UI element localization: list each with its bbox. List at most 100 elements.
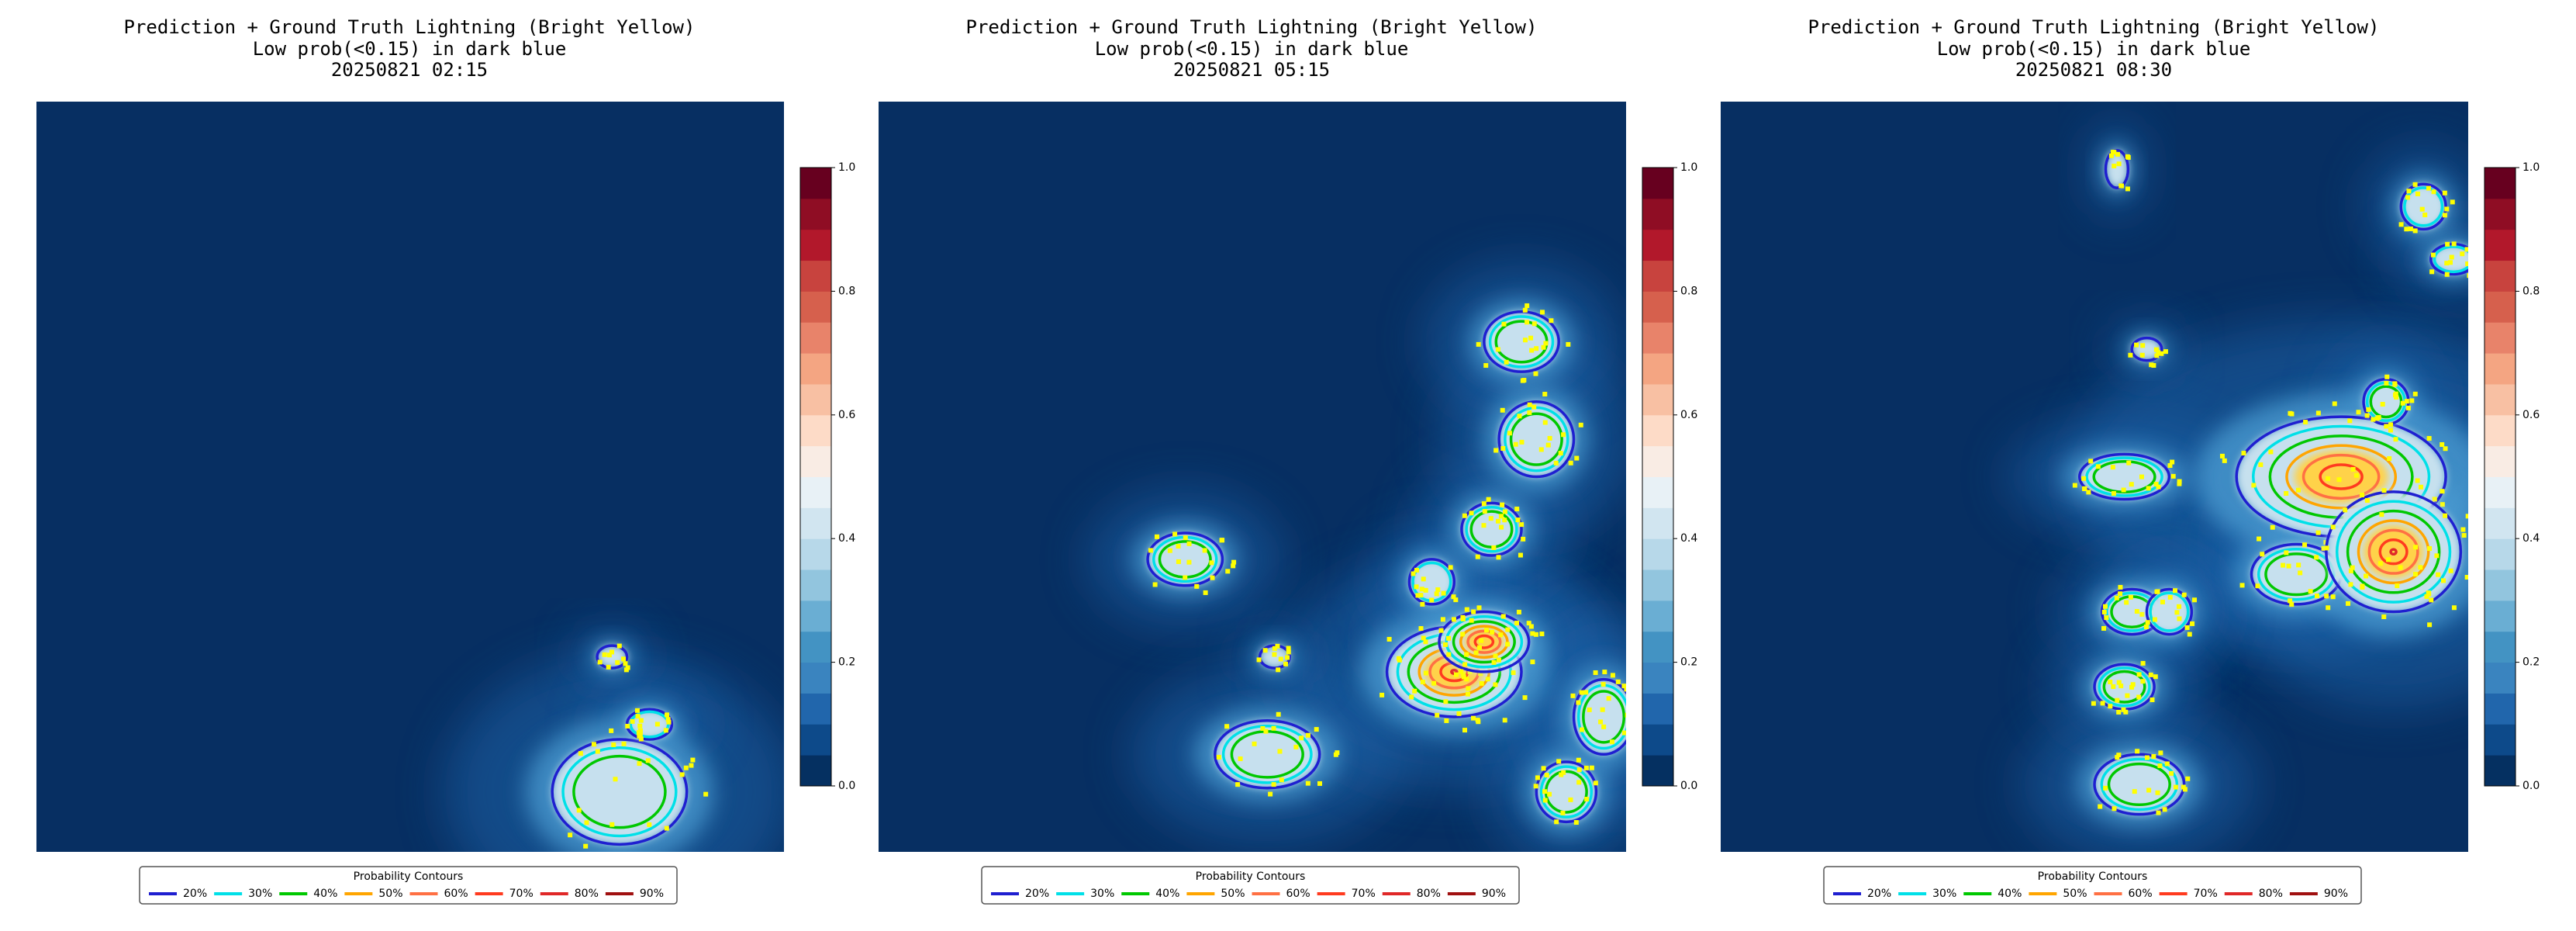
lightning-pixel bbox=[1570, 693, 1576, 698]
lightning-pixel bbox=[2415, 478, 2420, 483]
lightning-pixel bbox=[1522, 307, 1528, 313]
lightning-pixel bbox=[2409, 398, 2415, 403]
lightning-pixel bbox=[1216, 754, 1221, 760]
contour bbox=[2102, 670, 2146, 704]
lightning-pixel bbox=[2155, 589, 2160, 594]
lightning-pixel bbox=[2284, 490, 2289, 496]
lightning-pixel bbox=[1624, 687, 1626, 692]
lightning-pixel bbox=[2108, 704, 2113, 709]
lightning-pixel bbox=[2155, 790, 2160, 795]
lightning-pixel bbox=[1568, 460, 1573, 466]
lightning-pixel bbox=[2088, 459, 2094, 464]
lightning-pixel bbox=[1530, 659, 1535, 665]
lightning-pixel bbox=[2432, 497, 2437, 502]
lightning-pixel bbox=[2405, 405, 2411, 410]
contour bbox=[2098, 666, 2151, 708]
contour bbox=[1452, 620, 1516, 664]
chart-subtitle: Low prob(<0.15) in dark blue bbox=[253, 38, 567, 60]
contour bbox=[1221, 724, 1313, 784]
lightning-pixel bbox=[1561, 770, 1566, 775]
colorbar-band bbox=[800, 353, 831, 385]
lightning-pixel bbox=[1148, 548, 1153, 553]
lightning-pixel bbox=[1621, 730, 1626, 735]
lightning-pixel bbox=[1500, 502, 1505, 507]
contour bbox=[2335, 500, 2452, 604]
lightning-pixel bbox=[2255, 583, 2260, 589]
lightning-pixel bbox=[2374, 416, 2380, 421]
colorbar-tick-label: 0.4 bbox=[1680, 532, 1697, 545]
lightning-pixel bbox=[1469, 510, 1474, 516]
colorbar-frame bbox=[1642, 167, 1674, 787]
lightning-pixel bbox=[1568, 797, 1573, 802]
lightning-pixel bbox=[1526, 621, 1531, 626]
lightning-pixel bbox=[1498, 632, 1504, 638]
lightning-pixel bbox=[2101, 609, 2107, 614]
lightning-pixel bbox=[2118, 584, 2123, 590]
lightning-pixel bbox=[1220, 538, 1225, 543]
lightning-pixel bbox=[595, 749, 600, 754]
lightning-pixel bbox=[2156, 810, 2161, 815]
chart-subtitle: Low prob(<0.15) in dark blue bbox=[1937, 38, 2251, 60]
colorbar-band bbox=[2484, 229, 2516, 261]
lightning-pixel bbox=[2415, 191, 2420, 196]
lightning-pixel bbox=[2408, 226, 2413, 231]
lightning-pixel bbox=[2353, 472, 2359, 478]
contour bbox=[2100, 757, 2179, 812]
legend-label: 50% bbox=[1221, 888, 1245, 900]
lightning-pixel bbox=[1459, 669, 1464, 674]
lightning-pixel bbox=[1574, 455, 1580, 461]
legend-label: 80% bbox=[2259, 888, 2283, 900]
lightning-pixel bbox=[1579, 690, 1584, 695]
legend-label: 50% bbox=[2063, 888, 2087, 900]
colorbar-tick-label: 1.0 bbox=[1680, 161, 1697, 174]
lightning-pixel bbox=[2427, 622, 2433, 628]
lightning-pixel bbox=[2288, 598, 2293, 604]
lightning-pixel bbox=[2347, 418, 2353, 424]
lightning-pixel bbox=[1579, 727, 1584, 732]
lightning-pixel bbox=[1209, 560, 1214, 566]
colorbar-band bbox=[1642, 662, 1673, 694]
lightning-pixel bbox=[1279, 777, 1284, 783]
lightning-pixel bbox=[2412, 228, 2418, 234]
lightning-pixel bbox=[1500, 614, 1506, 619]
lightning-pixel bbox=[2156, 484, 2161, 490]
lightning-pixel bbox=[1272, 645, 1277, 651]
lightning-pixel bbox=[1461, 672, 1466, 677]
lightning-pixel bbox=[1583, 765, 1589, 770]
lightning-pixel bbox=[2151, 754, 2156, 760]
lightning-pixel bbox=[1477, 645, 1483, 650]
contour bbox=[2145, 587, 2194, 636]
lightning-pixel bbox=[1535, 775, 1540, 780]
lightning-pixel bbox=[1293, 744, 1299, 749]
lightning-pixel bbox=[2181, 784, 2186, 790]
lightning-pixel bbox=[2140, 679, 2146, 684]
lightning-pixel bbox=[1386, 636, 1392, 642]
lightning-pixel bbox=[2332, 401, 2337, 407]
lightning-pixel bbox=[2098, 804, 2103, 809]
contour bbox=[1539, 765, 1594, 819]
lightning-pixel bbox=[2187, 632, 2192, 637]
lightning-pixel bbox=[1584, 797, 1590, 802]
lightning-pixel bbox=[1521, 536, 1526, 542]
lightning-pixel bbox=[2381, 488, 2387, 493]
lightning-pixel bbox=[1176, 544, 1181, 549]
lightning-pixel bbox=[2116, 753, 2122, 758]
colorbar-band bbox=[2484, 198, 2516, 230]
lightning-pixel bbox=[1495, 347, 1500, 352]
lightning-pixel bbox=[2424, 594, 2429, 599]
lightning-pixel bbox=[568, 832, 573, 838]
contour bbox=[2285, 444, 2398, 510]
lightning-pixel bbox=[2479, 266, 2484, 271]
lightning-pixel bbox=[1443, 699, 1449, 704]
lightning-pixel bbox=[2170, 473, 2176, 479]
contour bbox=[1535, 760, 1598, 824]
lightning-pixel bbox=[1299, 735, 1304, 741]
chart-date: 20250821 02:15 bbox=[331, 59, 488, 81]
lightning-pixel bbox=[2442, 213, 2447, 218]
lightning-pixel bbox=[1528, 624, 1534, 629]
lightning-pixel bbox=[1202, 548, 1207, 553]
lightning-pixel bbox=[1466, 686, 1471, 691]
colorbar-band bbox=[1642, 693, 1673, 725]
core bbox=[2105, 150, 2129, 189]
lightning-pixel bbox=[2379, 512, 2384, 517]
